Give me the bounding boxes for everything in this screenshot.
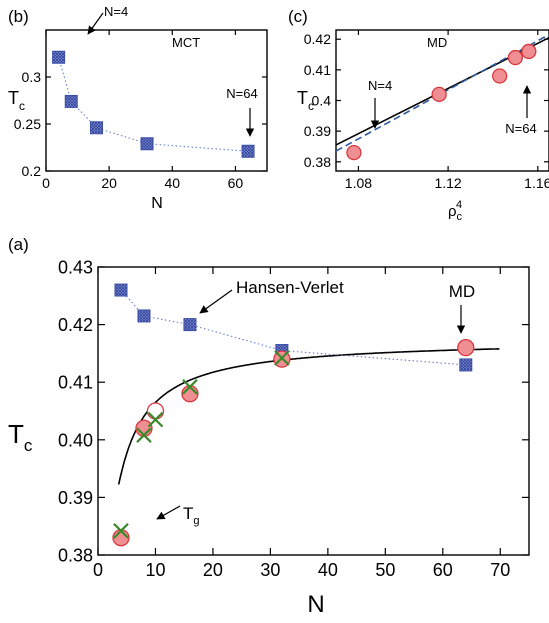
square-marker [241, 144, 255, 158]
plot-frame [45, 29, 268, 172]
panel-c-ylabel-main: T [297, 88, 308, 108]
panel-b-annotation-n4: N=4 [104, 4, 128, 19]
annotation-hansen-verlet: Hansen-Verlet [236, 278, 344, 297]
panel-a-ylabel-sub: c [24, 436, 33, 455]
panel-b-title: MCT [172, 35, 200, 50]
x-tick-label: 70 [490, 560, 510, 580]
panel-a-ylabel: Tc [8, 419, 33, 455]
panel-b: (b) MCT 0 20 40 60 0.2 0.25 0.3 Tc N N=4 N=64 [8, 4, 268, 212]
panel-b-annotation-n64: N=64 [226, 86, 257, 101]
panel-b-plot: 0 20 40 60 0.2 0.25 0.3 [14, 29, 268, 191]
circle-marker [521, 43, 537, 60]
panel-a-ylabel-main: T [8, 419, 24, 449]
x-tick-label: 40 [164, 175, 180, 191]
x-tick-label: 1.16 [524, 175, 549, 191]
panel-c-xlabel-sub: c [457, 211, 463, 223]
square-marker [52, 50, 66, 64]
circle-marker [431, 86, 447, 103]
square-marker [140, 137, 154, 151]
panel-c-ylabel-sub: c [308, 99, 314, 113]
panel-c-xlabel-sup: 4 [456, 199, 462, 211]
annotation-md: MD [449, 282, 475, 301]
md-fit-curve [117, 348, 500, 485]
square-marker [90, 121, 104, 135]
cross-marker [182, 379, 198, 395]
x-tick-label: 1.08 [345, 175, 372, 191]
panel-b-ylabel: Tc [8, 88, 25, 113]
series-line [120, 289, 466, 366]
y-tick-label: 0.43 [58, 257, 93, 277]
panel-a-label: (a) [8, 235, 29, 254]
x-tick-label: 60 [228, 175, 244, 191]
x-tick-label: 20 [101, 175, 117, 191]
annotation-tg-main: T [183, 504, 193, 523]
y-tick-label: 0.38 [304, 154, 331, 170]
x-tick-label: 30 [260, 560, 280, 580]
circle-marker [492, 68, 508, 84]
panel-a-xlabel: N [307, 591, 324, 618]
panel-c-ylabel: Tc [297, 88, 314, 113]
x-tick-label: 1.12 [434, 175, 461, 191]
panel-c-plot: 1.08 1.12 1.16 0.38 0.39 0.4 0.41 0.42 [304, 29, 549, 191]
arrow-hansen-verlet [199, 289, 233, 314]
y-tick-label: 0.4 [312, 93, 332, 109]
plot-frame [97, 266, 530, 556]
arrow-tg [156, 505, 181, 520]
circle-marker-hollow [146, 402, 165, 420]
series-line [58, 57, 249, 152]
y-tick-label: 0.39 [58, 488, 93, 508]
panel-c: (c) MD 1.08 1.12 1.16 0.38 0.39 0.4 0.41 0.42 T… [288, 7, 549, 223]
y-tick-label: 0.38 [58, 545, 93, 565]
cross-marker [274, 350, 290, 366]
square-marker [64, 94, 78, 108]
panel-c-label: (c) [288, 7, 308, 26]
panel-c-xlabel: ρc4 [448, 199, 463, 223]
panel-c-annotation-n64: N=64 [505, 121, 536, 136]
cross-marker [147, 411, 164, 428]
y-tick-label: 0.3 [22, 69, 42, 85]
panel-b-ylabel-main: T [8, 88, 19, 108]
annotation-tg: Tg [183, 504, 200, 527]
y-tick-label: 0.41 [304, 62, 331, 78]
x-tick-label: 20 [203, 560, 223, 580]
square-marker [137, 309, 151, 323]
circle-marker [346, 144, 362, 161]
square-marker [459, 358, 473, 372]
panel-c-annotation-n4: N=4 [368, 78, 392, 93]
panel-a-plot: 0 10 20 30 40 50 60 70 0.38 0.39 0.40 0.41 0.42 0.43 [58, 257, 530, 580]
cross-marker [113, 523, 129, 539]
x-tick-label: 0 [42, 175, 50, 191]
panel-b-xlabel: N [151, 195, 163, 212]
panel-c-title: MD [427, 35, 447, 50]
panel-b-arrow-n4 [87, 12, 104, 35]
panel-c-xlabel-main: ρ [448, 203, 457, 220]
square-marker [183, 318, 197, 332]
circle-marker [457, 338, 475, 357]
cross-marker [136, 427, 152, 443]
panel-b-ylabel-sub: c [19, 99, 25, 113]
x-tick-label: 10 [145, 560, 165, 580]
y-tick-label: 0.41 [58, 373, 93, 393]
x-tick-label: 0 [93, 560, 103, 580]
x-tick-label: 50 [375, 560, 395, 580]
x-tick-label: 60 [433, 560, 453, 580]
y-tick-label: 0.2 [22, 163, 42, 179]
y-tick-label: 0.39 [304, 123, 331, 139]
circle-marker [507, 49, 524, 66]
y-tick-label: 0.25 [14, 116, 41, 132]
panel-b-label: (b) [8, 7, 29, 26]
x-tick-label: 40 [318, 560, 338, 580]
panel-a: (a) 0 10 20 30 40 50 60 700.380.390.400.410.420… [8, 235, 530, 618]
y-tick-label: 0.42 [304, 31, 331, 47]
annotation-tg-sub: g [193, 515, 199, 527]
y-tick-label: 0.42 [58, 315, 93, 335]
y-tick-label: 0.40 [58, 430, 93, 450]
square-marker [114, 283, 128, 297]
